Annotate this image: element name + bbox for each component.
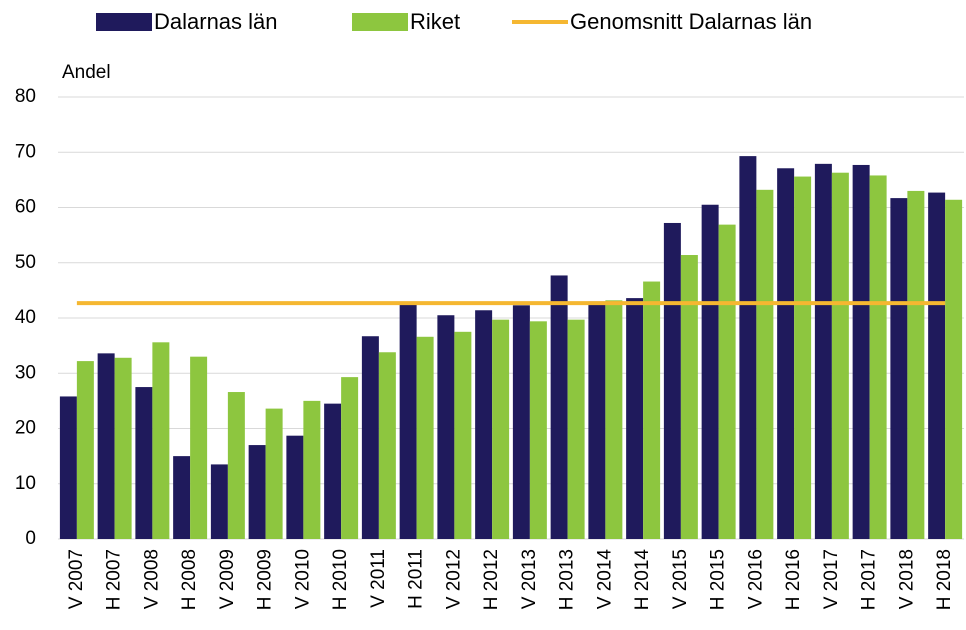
bar [626,298,644,539]
y-axis-label: Andel [62,62,111,83]
legend-label: Dalarnas län [154,9,278,34]
y-tick-label: 40 [15,307,36,328]
x-tick-label: H 2015 [708,549,729,610]
x-tick-label: H 2016 [783,549,804,610]
x-tick-label: H 2018 [934,549,955,610]
bar [59,396,77,539]
bar [777,168,795,539]
bar [152,342,170,539]
bar [756,189,774,539]
x-tick-label: H 2007 [104,549,125,610]
y-tick-label: 30 [15,362,36,383]
bar [361,336,379,539]
bar [378,352,396,539]
x-tick-label: V 2009 [217,549,238,609]
legend-label: Riket [410,9,460,34]
bar [173,456,191,539]
bar [852,164,870,539]
bar [928,192,946,539]
bar [680,255,698,539]
x-tick-label: V 2011 [368,549,389,608]
bar [529,321,547,539]
bar [210,464,228,539]
bar [227,392,245,539]
x-tick-label: H 2017 [859,549,880,610]
bar [324,403,342,539]
bar [567,319,585,539]
bar [739,156,757,539]
bar [550,275,568,539]
x-tick-label: V 2018 [896,549,917,609]
bar [588,301,606,539]
y-tick-label: 20 [15,418,36,439]
legend-label: Genomsnitt Dalarnas län [570,9,812,34]
x-tick-label: V 2016 [745,549,766,609]
bar [831,172,849,539]
x-tick-label: V 2015 [670,549,691,609]
bar [399,304,417,539]
bar [907,190,925,540]
y-tick-label: 80 [15,86,36,107]
bar [114,357,132,539]
bar [76,361,94,539]
y-tick-label: 60 [15,197,36,218]
x-tick-label: H 2011 [406,549,427,609]
y-tick-label: 70 [15,141,36,162]
x-tick-label: H 2013 [557,549,578,610]
y-tick-label: 10 [15,473,36,494]
x-tick-label: H 2014 [632,549,653,611]
x-tick-label: V 2012 [443,549,464,609]
y-tick-label: 50 [15,252,36,273]
bar [303,400,321,539]
bar [97,353,115,539]
bar [643,281,661,539]
y-tick-label: 0 [25,528,36,549]
x-tick-label: V 2013 [519,549,540,609]
bar [512,305,530,539]
bar [492,319,510,539]
bar [265,408,283,539]
x-tick-label: V 2014 [594,549,615,610]
bar [663,222,681,539]
bar [869,175,887,539]
legend-swatch [96,13,152,31]
x-tick-label: H 2009 [255,549,276,610]
bar [437,315,455,539]
bar [341,377,359,539]
bar [475,310,493,539]
bar [890,198,908,540]
bar [248,445,266,539]
bar [945,199,963,539]
x-tick-label: H 2012 [481,549,502,610]
bar [605,300,623,539]
x-tick-label: H 2008 [179,549,200,610]
x-tick-label: H 2010 [330,549,351,610]
bar [190,356,208,539]
bar [416,336,434,539]
x-tick-label: V 2008 [141,549,162,609]
x-tick-label: V 2007 [66,549,87,609]
bar [286,435,304,539]
bar [701,204,719,540]
bar [794,176,812,539]
x-tick-label: V 2010 [292,549,313,609]
bar [814,163,832,540]
legend-swatch [352,13,408,31]
bar [454,331,472,539]
bar [718,224,736,539]
bar [135,387,153,539]
x-tick-label: V 2017 [821,549,842,609]
